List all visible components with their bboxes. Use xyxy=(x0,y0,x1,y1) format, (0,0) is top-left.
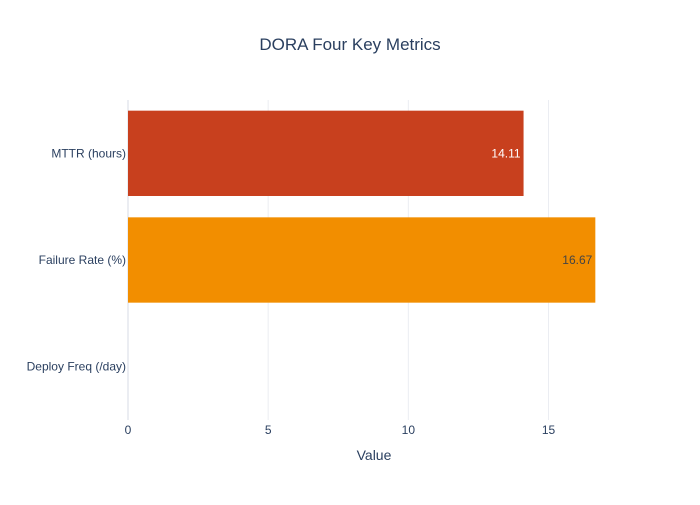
x-tick-label: 10 xyxy=(402,423,416,437)
bar-value-label: 14.11 xyxy=(491,146,520,160)
bar-value-label: 16.67 xyxy=(562,253,592,267)
y-tick-label: Deploy Freq (/day) xyxy=(27,360,126,374)
chart-title: DORA Four Key Metrics xyxy=(259,35,440,54)
x-axis-title: Value xyxy=(357,447,392,463)
x-tick-labels: 0 5 10 15 xyxy=(125,423,556,437)
bars xyxy=(128,110,596,303)
bar xyxy=(128,110,524,196)
x-tick-label: 0 xyxy=(125,423,132,437)
y-tick-labels: MTTR (hours) Failure Rate (%) Deploy Freq … xyxy=(27,146,126,373)
bar xyxy=(128,217,596,303)
y-tick-label: MTTR (hours) xyxy=(51,146,126,160)
y-tick-label: Failure Rate (%) xyxy=(39,253,126,267)
x-tick-label: 5 xyxy=(265,423,272,437)
x-tick-label: 15 xyxy=(542,423,556,437)
data-labels: 14.11 16.67 xyxy=(491,146,592,267)
